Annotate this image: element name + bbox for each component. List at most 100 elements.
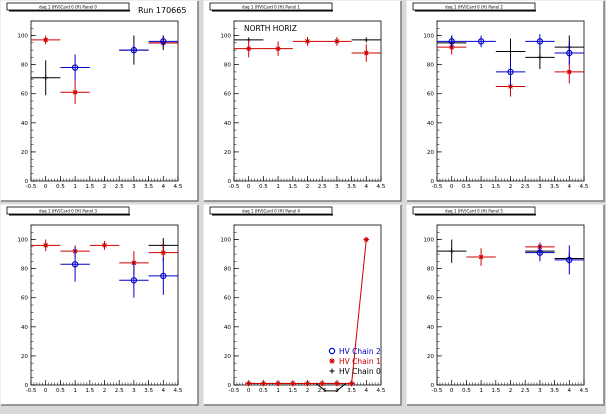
x-tick-label: -0.5 <box>432 184 443 190</box>
plot-panel: daq 1 (HV)Card 0 (H) Panel 4-0.5 0 0.5 1 1.5… <box>203 204 402 406</box>
x-tick-label: 0.5 <box>56 184 65 190</box>
data-point <box>508 49 513 55</box>
x-tick-label: 4.5 <box>580 184 589 190</box>
y-tick-label: 40 <box>21 325 29 331</box>
panel-title: daq 1 (HV)Card 0 (H) Panel 1 <box>242 5 300 10</box>
data-point <box>71 64 79 71</box>
x-tick-label: 2.5 <box>318 388 327 394</box>
y-tick-label: 60 <box>224 92 232 98</box>
panel-bevel-light <box>406 204 604 405</box>
y-tick-label: 40 <box>427 121 435 127</box>
data-point <box>71 261 79 268</box>
data-point <box>72 89 78 96</box>
data-point <box>334 38 340 45</box>
y-tick-label: 0 <box>24 179 28 185</box>
y-tick-label: 100 <box>220 34 231 40</box>
x-tick-label: 0 <box>450 388 454 394</box>
x-tick-label: 2.5 <box>521 184 530 190</box>
x-tick-label: 4 <box>365 388 369 394</box>
x-tick-label: 2.5 <box>115 184 124 190</box>
x-tick-label: 1 <box>276 184 280 190</box>
legend-marker <box>328 347 336 355</box>
x-tick-label: 3.5 <box>144 388 153 394</box>
x-tick-label: 1.5 <box>288 388 297 394</box>
y-tick-label: 20 <box>427 354 435 360</box>
panel-bevel-dark <box>407 1 605 202</box>
x-tick-label: 4 <box>162 388 166 394</box>
x-tick-label: 0 <box>44 184 48 190</box>
x-tick-label: 3 <box>132 184 136 190</box>
panel-bevel-light <box>0 204 198 405</box>
y-tick-label: 0 <box>430 179 434 185</box>
x-tick-label: 4 <box>568 184 572 190</box>
x-tick-label: 3.5 <box>550 184 559 190</box>
x-tick-label: 2 <box>103 184 107 190</box>
x-tick-label: 2 <box>103 388 107 394</box>
x-tick-label: -0.5 <box>229 388 240 394</box>
x-tick-label: 0.5 <box>462 184 471 190</box>
x-tick-label: 4 <box>162 184 166 190</box>
x-tick-label: -0.5 <box>26 388 37 394</box>
data-point <box>160 272 167 280</box>
x-tick-label: 0 <box>450 184 454 190</box>
x-tick-label: 1 <box>479 184 483 190</box>
x-tick-label: 1.5 <box>491 184 500 190</box>
data-point <box>449 248 455 254</box>
panel-bevel-light <box>0 0 198 201</box>
panel-annotation: NORTH HORIZ <box>244 24 297 33</box>
x-tick-label: 4.5 <box>377 184 386 190</box>
x-tick-label: 1.5 <box>85 184 94 190</box>
legend-marker <box>329 368 335 374</box>
x-tick-label: 2 <box>306 388 310 394</box>
data-point <box>537 54 543 60</box>
x-tick-label: 0 <box>247 388 251 394</box>
x-tick-label: 3 <box>538 184 542 190</box>
x-tick-label: 4.5 <box>580 388 589 394</box>
x-tick-label: 4 <box>365 184 369 190</box>
y-tick-label: 80 <box>427 63 435 69</box>
panel-title: daq 1 (HV)Card 0 (H) Panel 4 <box>242 209 300 214</box>
x-tick-label: 1.5 <box>85 388 94 394</box>
plot-frame <box>436 224 585 386</box>
plot-panel: daq 1 (HV)Card 0 (H) Panel 3-0.5 0 0.5 1 1.5… <box>0 204 199 406</box>
y-tick-label: 80 <box>224 63 232 69</box>
x-tick-label: 0 <box>44 388 48 394</box>
plot-panel: daq 1 (HV)Card 0 (H) Panel 1-0.5 0 0.5 1 1.5… <box>203 0 402 202</box>
y-tick-label: 80 <box>21 63 29 69</box>
x-tick-label: 4.5 <box>174 184 183 190</box>
data-point <box>260 380 267 387</box>
data-point <box>160 249 167 256</box>
x-tick-label: 4.5 <box>377 388 386 394</box>
x-tick-label: 4.5 <box>174 388 183 394</box>
x-tick-label: -0.5 <box>26 184 37 190</box>
x-tick-label: 4 <box>568 388 572 394</box>
y-tick-label: 20 <box>21 150 29 156</box>
x-tick-label: 1 <box>73 388 77 394</box>
data-point <box>477 38 485 45</box>
data-point <box>43 75 49 81</box>
data-point <box>101 242 108 249</box>
data-point <box>130 46 138 54</box>
y-tick-label: 100 <box>17 238 28 244</box>
data-point <box>160 38 167 45</box>
y-tick-label: 20 <box>427 150 435 156</box>
x-tick-label: 3 <box>335 184 339 190</box>
title-box <box>412 206 536 215</box>
plot-panel: daq 1 (HV)Card 0 (H) Panel 5-0.5 0 0.5 1 1.5… <box>406 204 605 406</box>
x-tick-label: 3.5 <box>347 184 356 190</box>
x-tick-label: -0.5 <box>432 388 443 394</box>
x-tick-label: 3.5 <box>347 388 356 394</box>
panel-bevel-dark <box>1 1 199 202</box>
x-tick-label: 0.5 <box>56 388 65 394</box>
y-tick-label: 80 <box>21 267 29 273</box>
y-tick-label: 60 <box>21 92 29 98</box>
panel-title: daq 1 (HV)Card 0 (H) Panel 2 <box>445 5 503 10</box>
plot-frame <box>30 224 179 386</box>
x-tick-label: 1 <box>479 388 483 394</box>
x-tick-label: 2.5 <box>115 388 124 394</box>
data-point <box>507 68 514 76</box>
data-point <box>319 380 325 387</box>
series-line <box>316 383 347 392</box>
